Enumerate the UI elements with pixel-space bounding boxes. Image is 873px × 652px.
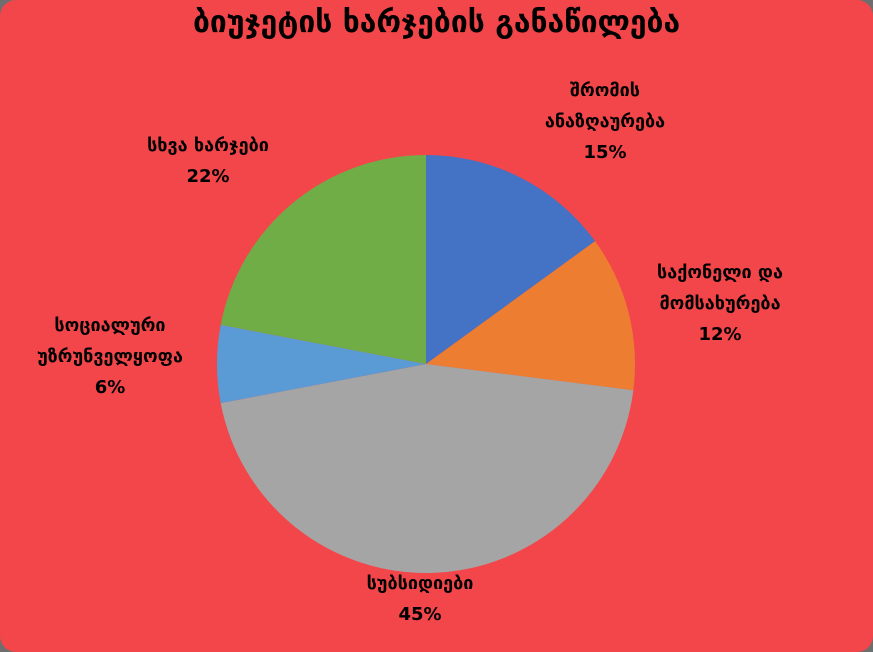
data-label-percent: 6% [94, 377, 126, 398]
data-label-percent: 12% [698, 324, 742, 345]
data-label-percent: 45% [398, 604, 442, 625]
data-label-2: საქონელი და მომსახურება 12% [635, 257, 805, 350]
data-label-4: სოციალური უზრუნველყოფა 6% [15, 310, 205, 403]
pie-slice-2 [426, 241, 635, 391]
pie-slice-4 [216, 324, 426, 404]
pie-slice-5 [220, 155, 426, 364]
data-label-3: სუბსიდიები 45% [320, 568, 520, 630]
pie-slice-1 [426, 155, 596, 364]
data-label-category: საქონელი და მომსახურება [657, 262, 783, 314]
data-label-category: სუბსიდიები [366, 573, 474, 594]
data-label-percent: 15% [583, 142, 627, 163]
data-label-category: სხვა ხარჯები [147, 135, 269, 156]
data-label-5: სხვა ხარჯები 22% [108, 130, 308, 192]
data-label-1: შრომის ანაზღაურება 15% [525, 75, 685, 168]
data-label-percent: 22% [186, 166, 230, 187]
data-label-category: სოციალური უზრუნველყოფა [37, 315, 183, 367]
chart-title: ბიუჯეტის ხარჯების განაწილება [192, 5, 681, 40]
data-label-category: შრომის ანაზღაურება [544, 80, 666, 132]
pie-slice-3 [220, 364, 634, 573]
